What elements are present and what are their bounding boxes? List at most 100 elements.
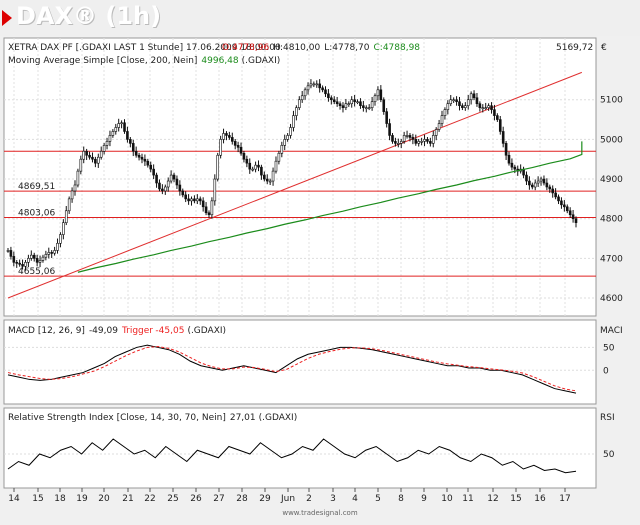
candle-body bbox=[120, 122, 123, 125]
page-title: DAX® (1h) bbox=[16, 2, 162, 30]
macd-axis: 50 0 bbox=[603, 343, 615, 376]
candle-body bbox=[108, 135, 112, 142]
rsi-value: 27,01 bbox=[230, 413, 256, 423]
candle-body bbox=[513, 166, 517, 170]
candle-body bbox=[204, 206, 208, 214]
candle-body bbox=[283, 139, 287, 146]
macd-title-text: MACD [12, 26, 9] bbox=[8, 326, 85, 336]
time-tick-label: 15 bbox=[32, 494, 43, 504]
candle-body bbox=[117, 123, 120, 128]
candle-body bbox=[245, 158, 249, 164]
candle-body bbox=[490, 105, 493, 110]
candle-body bbox=[332, 99, 336, 103]
candle-body bbox=[341, 105, 345, 108]
time-tick-label: 18 bbox=[54, 494, 66, 504]
time-tick-label: 16 bbox=[534, 494, 546, 504]
candle-body bbox=[376, 89, 380, 97]
candle-body bbox=[484, 107, 488, 109]
time-tick-label: 4 bbox=[352, 494, 358, 504]
candle-body bbox=[85, 150, 88, 156]
candle-body bbox=[571, 214, 575, 220]
time-tick-label: 3 bbox=[330, 494, 336, 504]
candle-body bbox=[417, 141, 421, 144]
candle-body bbox=[472, 93, 476, 99]
candle-body bbox=[198, 198, 202, 202]
candle-body bbox=[184, 194, 187, 200]
candle-body bbox=[461, 105, 464, 108]
candle-body bbox=[548, 186, 552, 190]
candle-body bbox=[528, 180, 531, 186]
candle-body bbox=[408, 135, 412, 138]
candle-body bbox=[297, 99, 301, 108]
candle-body bbox=[143, 158, 147, 162]
candle-body bbox=[274, 160, 278, 172]
quote-low: 4778,70 bbox=[332, 43, 369, 53]
candle-body bbox=[533, 182, 537, 188]
time-tick-label: 17 bbox=[559, 494, 570, 504]
candle-body bbox=[242, 152, 246, 160]
candle-body bbox=[35, 258, 39, 263]
candle-body bbox=[169, 174, 173, 182]
candle-body bbox=[574, 218, 578, 223]
candle-body bbox=[560, 200, 563, 206]
candle-body bbox=[464, 105, 467, 108]
candle-body bbox=[397, 143, 400, 145]
footer: www.tradesignal.com bbox=[282, 509, 358, 517]
candle-body bbox=[469, 93, 473, 101]
candle-body bbox=[161, 188, 164, 192]
candle-body bbox=[338, 103, 342, 106]
time-tick-label: 15 bbox=[510, 494, 521, 504]
candle-body bbox=[149, 164, 153, 170]
candle-body bbox=[219, 139, 222, 156]
candle-body bbox=[385, 111, 388, 124]
moving-average-line bbox=[77, 141, 583, 273]
price-tick-label: 4900 bbox=[600, 175, 623, 185]
candle-body bbox=[312, 83, 316, 86]
time-tick-label: 20 bbox=[98, 494, 110, 504]
trigger-value: -45,05 bbox=[155, 326, 184, 336]
candle-body bbox=[44, 254, 48, 258]
candle-body bbox=[248, 162, 252, 170]
candle-body bbox=[41, 256, 45, 261]
time-tick-label: Jun bbox=[280, 494, 295, 504]
candle-body bbox=[551, 188, 554, 194]
candle-body bbox=[504, 143, 508, 156]
time-tick-label: 9 bbox=[421, 494, 427, 504]
support-levels: 4869,51 4803,06 4655,06 bbox=[4, 150, 596, 277]
candle-body bbox=[449, 99, 453, 105]
time-tick-label: 12 bbox=[487, 494, 498, 504]
candle-body bbox=[280, 145, 284, 154]
rsi-title-text: Relative Strength Index [Close, 14, 30, … bbox=[8, 413, 226, 423]
candle-body bbox=[230, 137, 234, 142]
candle-body bbox=[554, 192, 557, 198]
rsi-tick-label: 50 bbox=[603, 450, 615, 460]
candle-body bbox=[440, 115, 444, 124]
candle-body bbox=[21, 264, 24, 267]
quote-close: 4788,98 bbox=[383, 43, 420, 53]
candle-body bbox=[140, 156, 144, 160]
candle-body bbox=[565, 206, 569, 212]
candle-body bbox=[38, 260, 42, 263]
candle-body bbox=[324, 89, 327, 95]
candle-body bbox=[82, 150, 86, 160]
candle-body bbox=[373, 95, 377, 103]
candle-body bbox=[289, 127, 292, 136]
time-tick-label: 26 bbox=[190, 494, 202, 504]
candle-body bbox=[257, 164, 260, 168]
candle-body bbox=[431, 135, 435, 144]
candles bbox=[6, 79, 578, 271]
time-tick-label: 10 bbox=[441, 494, 453, 504]
candle-body bbox=[131, 143, 135, 152]
candle-body bbox=[391, 135, 394, 142]
candle-body bbox=[423, 139, 426, 142]
candle-body bbox=[9, 250, 13, 257]
quote-high: 4810,00 bbox=[283, 43, 320, 53]
candle-body bbox=[455, 99, 458, 103]
candle-body bbox=[222, 133, 225, 140]
macd-line bbox=[7, 344, 577, 394]
price-tick-label: 5100 bbox=[600, 96, 623, 106]
candle-body bbox=[99, 150, 103, 158]
candle-body bbox=[263, 174, 266, 180]
macd-source: (.GDAXI) bbox=[187, 326, 226, 336]
candle-body bbox=[114, 127, 118, 132]
